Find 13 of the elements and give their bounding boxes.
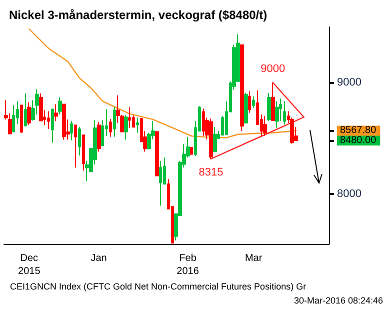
x-tick-label: Mar — [244, 253, 263, 264]
text: 30-Mar-2016 08:24:46 — [294, 296, 384, 306]
y-tick-label: 8000 — [337, 188, 362, 200]
data-label: 8315 — [198, 166, 224, 178]
y-tick-label: 9000 — [337, 76, 362, 89]
x-tick-label: Feb 2016 — [176, 253, 200, 277]
data-label: 9000 — [260, 63, 286, 76]
chart-title: Nickel 3-månaderstermin, veckograf ($8480/t) — [9, 8, 268, 22]
x-tick-label: Dec 2015 — [18, 253, 41, 277]
text: CEI1GNCN Index (CFTC Gold Net Non-Commercial Futures Positions) Gr — [10, 282, 306, 292]
x-tick-label: Jan — [90, 253, 107, 264]
y-tick-label: 8567.80 — [340, 125, 377, 136]
y-tick-label: 8480.00 — [340, 135, 377, 146]
